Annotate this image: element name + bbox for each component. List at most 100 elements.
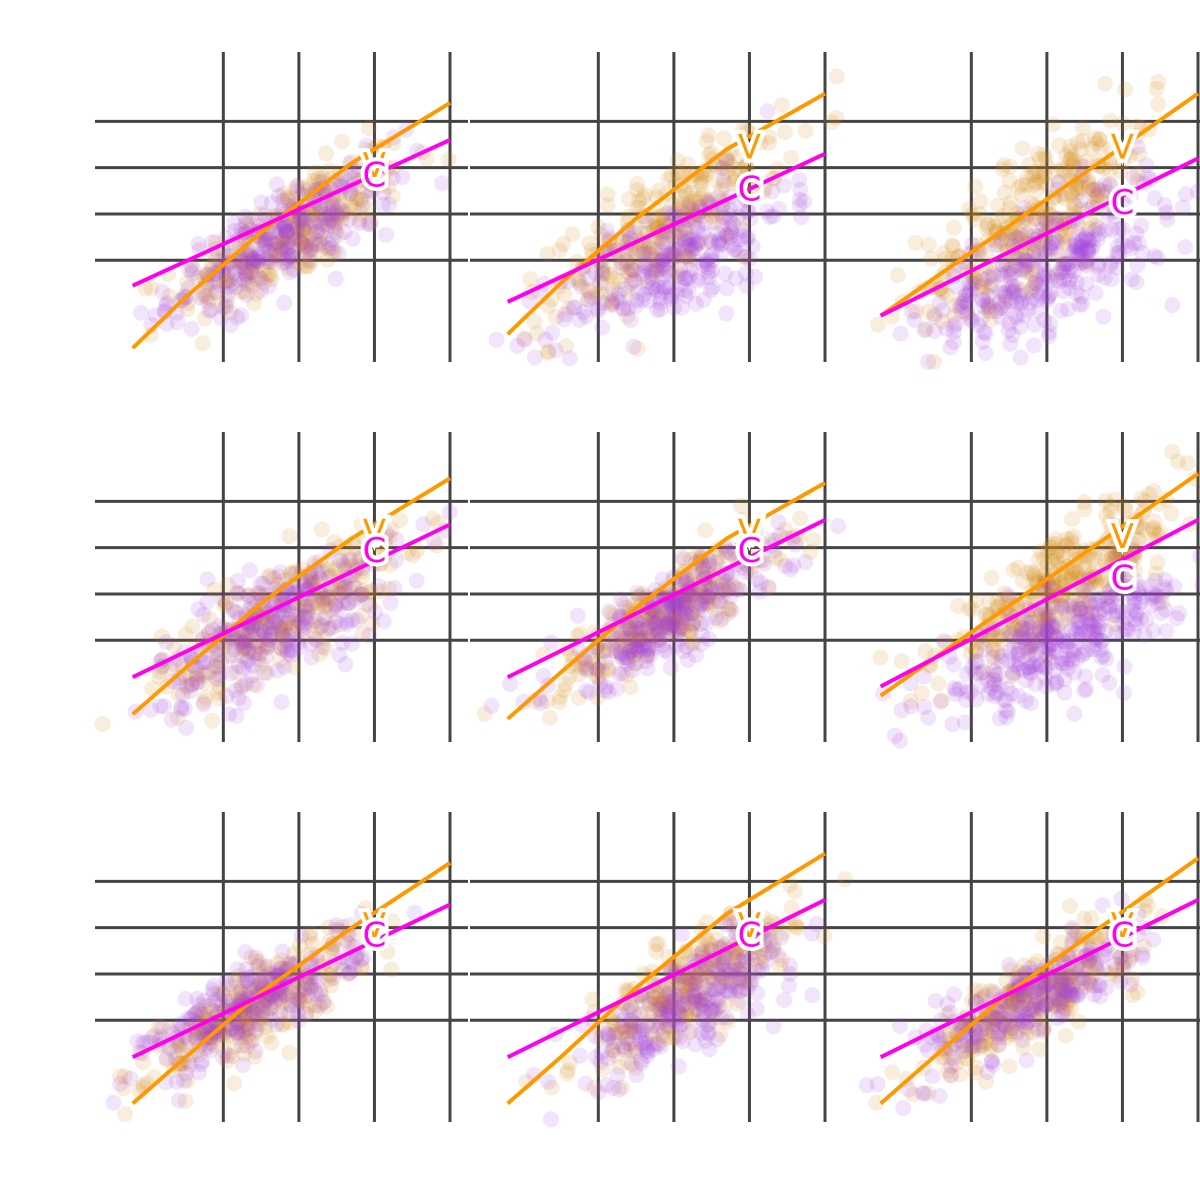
point-series-c [614,626,631,643]
point-series-c [1057,635,1074,652]
point-series-c [267,247,284,264]
point-series-c [1149,588,1166,605]
point-series-v [1117,540,1134,557]
point-series-c [1178,186,1194,203]
point-series-v [175,287,192,304]
point-series-v [1076,587,1093,604]
point-series-c [1008,293,1025,310]
point-series-v [233,640,250,657]
point-series-c [699,991,716,1008]
point-series-c [1009,1011,1026,1027]
point-series-v [1010,230,1027,247]
point-series-c [1022,663,1039,680]
point-series-c [1041,273,1058,290]
point-series-c [226,641,243,658]
point-series-v [710,582,727,599]
point-series-c [251,974,268,991]
point-series-v [624,642,640,659]
point-series-v [828,68,845,85]
point-series-v [687,584,704,601]
point-series-v [787,883,803,900]
point-series-c [695,256,712,273]
point-series-v [671,1009,688,1026]
point-series-c [649,615,666,632]
point-series-c [986,663,1002,680]
point-series-v [1052,977,1069,994]
point-series-v [170,686,187,703]
point-series-v [1038,204,1055,221]
point-series-v [380,580,397,597]
point-series-c [1012,318,1029,335]
point-series-c [565,299,582,316]
point-series-v [1016,957,1033,974]
point-series-c [1065,243,1082,260]
point-series-v [1057,226,1073,243]
point-series-v [631,192,648,209]
point-series-v [622,260,639,277]
point-series-c [251,247,268,264]
point-series-v [296,237,313,254]
point-series-c [691,1002,707,1018]
point-series-c [270,968,287,985]
point-series-v [142,327,159,344]
point-series-c [1144,585,1160,602]
point-series-c [557,306,574,323]
point-series-c [996,1016,1013,1033]
point-series-v [192,1006,209,1023]
point-series-v [224,1048,241,1065]
point-series-c [1103,591,1120,608]
point-series-v [1062,1000,1079,1017]
point-series-c [1115,615,1131,632]
point-series-c [1061,262,1077,279]
point-series-v [604,295,621,312]
point-series-v [146,1027,163,1044]
point-series-c [1153,587,1170,604]
point-series-v [1019,263,1036,280]
point-series-c [1102,177,1119,194]
point-series-v [1031,623,1048,640]
point-series-v [654,247,671,264]
point-series-v [625,262,642,279]
point-series-c [1044,617,1061,634]
point-series-v [237,1016,254,1032]
point-series-c [704,999,721,1015]
point-series-c [182,1057,199,1073]
point-series-c [953,295,969,312]
point-series-c [722,220,739,237]
point-series-v [936,1027,952,1044]
point-series-c [1127,594,1144,611]
point-series-c [261,631,278,648]
point-series-v [674,621,691,638]
point-series-v [1122,562,1139,579]
point-series-c [341,595,358,612]
point-series-v [284,658,301,675]
point-series-c [321,236,338,253]
point-series-v [240,262,257,279]
point-series-v [196,674,213,691]
point-series-c [1045,598,1062,615]
point-series-c [997,702,1014,719]
point-series-c [719,544,735,560]
point-series-v [789,920,806,937]
point-series-c [986,675,1003,692]
point-series-v [970,1039,987,1056]
point-series-v [718,227,735,244]
point-series-c [1037,212,1054,229]
point-series-c [1095,961,1112,978]
point-series-v [737,158,754,174]
point-series-v [1036,551,1053,568]
point-series-v [1024,167,1041,184]
point-series-c [670,999,687,1016]
point-series-c [688,647,704,664]
point-series-v [1017,621,1034,638]
point-series-c [996,691,1012,708]
point-series-v [1048,978,1065,995]
point-series-c [509,337,526,354]
point-series-c [995,267,1012,284]
point-series-v [317,640,334,657]
point-series-c [702,248,719,265]
point-series-v [1080,181,1097,198]
point-series-c [703,1003,720,1020]
point-series-c [1086,977,1103,994]
point-series-v [228,984,245,1001]
